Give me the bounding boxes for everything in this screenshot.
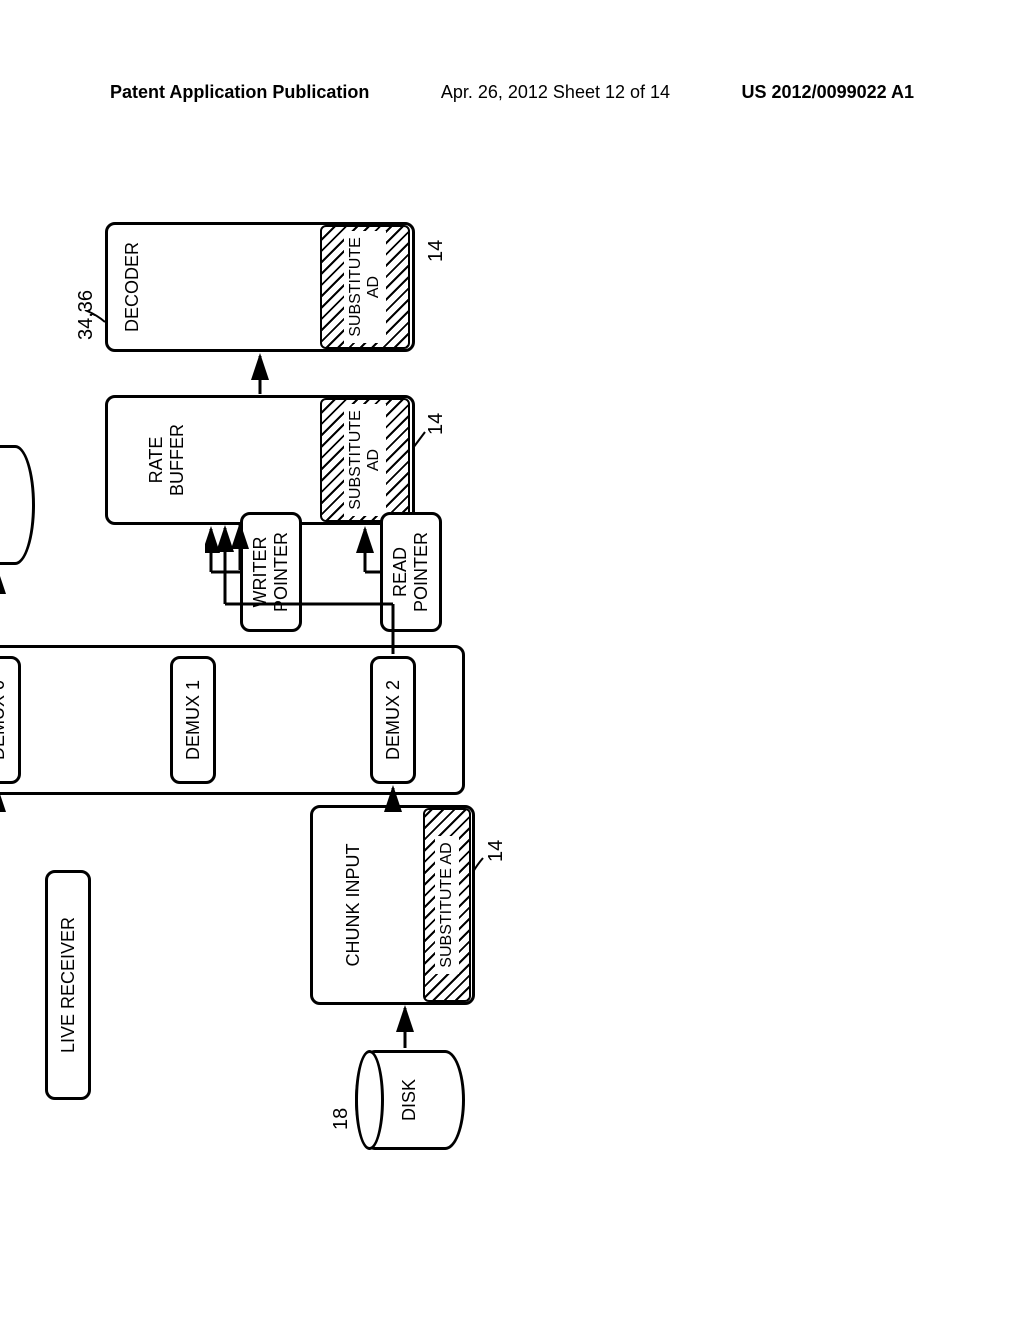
decoder-ad-ref: 14	[425, 240, 448, 262]
disk-label: DISK	[399, 1079, 421, 1121]
rate-substitute-ad-label: SUBSTITUTE AD	[344, 404, 387, 516]
header-left: Patent Application Publication	[110, 82, 369, 103]
header-right: US 2012/0099022 A1	[742, 82, 914, 103]
page-header: Patent Application Publication Apr. 26, …	[0, 82, 1024, 103]
chunk-ad-ref: 14	[485, 840, 508, 862]
rate-substitute-ad: SUBSTITUTE AD	[320, 398, 410, 522]
writer-pointer-label: WRITER POINTER	[250, 532, 292, 612]
decoder-substitute-ad-label: SUBSTITUTE AD	[344, 231, 387, 343]
decoder-label: DECODER	[122, 242, 143, 332]
review-buffer-label: REVIEW BUFFER	[0, 469, 2, 541]
demux0-box: DEMUX 0	[0, 656, 21, 784]
decoder-ref: 34,36	[75, 290, 98, 340]
chunk-substitute-ad: SUBSTITUTE AD	[423, 808, 471, 1002]
live-receiver-box: LIVE RECEIVER	[45, 870, 91, 1100]
decoder-substitute-ad: SUBSTITUTE AD	[320, 225, 410, 349]
header-center: Apr. 26, 2012 Sheet 12 of 14	[441, 82, 670, 103]
rate-ad-ref: 14	[425, 413, 448, 435]
read-pointer-arrow	[350, 515, 390, 575]
read-pointer-label: READ POINTER	[390, 532, 432, 612]
disk-cylinder: DISK	[355, 1050, 465, 1150]
demux2-box: DEMUX 2	[370, 656, 416, 784]
disk-ref: 18	[330, 1108, 353, 1130]
figure-diagram: FIG. 12 LIVE RECEIVER DISK 18 CHUNK INPU…	[0, 310, 1024, 1070]
review-buffer-cylinder: REVIEW BUFFER	[0, 445, 35, 565]
rate-buffer-label: RATE BUFFER	[146, 424, 188, 496]
writer-pointer-box: WRITER POINTER	[240, 512, 302, 632]
chunk-input-label: CHUNK INPUT	[343, 844, 364, 967]
demux1-box: DEMUX 1	[170, 656, 216, 784]
writer-pointer-arrow	[205, 515, 245, 575]
chunk-substitute-ad-label: SUBSTITUTE AD	[435, 836, 459, 973]
